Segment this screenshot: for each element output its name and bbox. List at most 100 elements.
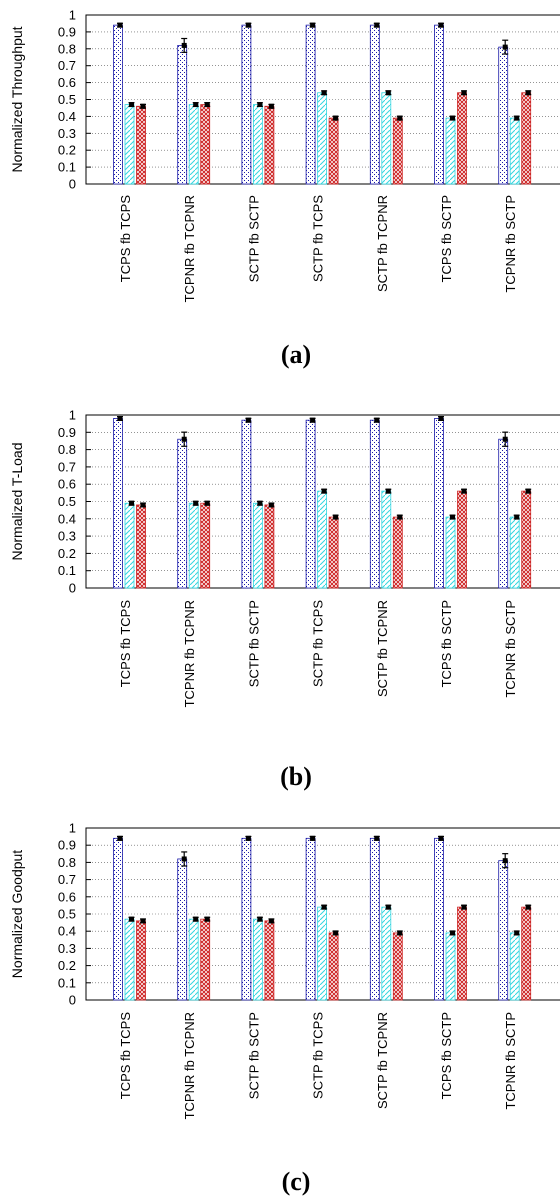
- y-tick-label: 0.5: [58, 92, 76, 107]
- bar-series-2: [381, 906, 392, 1001]
- y-tick-label: 0.7: [58, 459, 76, 474]
- bar-series-3: [264, 504, 275, 589]
- bar-series-1: [113, 418, 123, 589]
- bar-series-3: [200, 502, 211, 589]
- panel-label: (c): [282, 1167, 311, 1196]
- y-axis-label: Normalized Throughput: [9, 26, 25, 172]
- y-tick-label: 0.8: [58, 855, 76, 870]
- y-tick-label: 0.6: [58, 889, 76, 904]
- bar-series-1: [498, 860, 509, 1001]
- y-tick-label: 0.2: [58, 958, 76, 973]
- error-point: [257, 916, 263, 922]
- bar-series-1: [305, 837, 316, 1001]
- error-point: [321, 488, 327, 494]
- y-tick-label: 0.2: [58, 546, 76, 561]
- bar-series-2: [188, 502, 199, 589]
- error-point: [502, 436, 508, 442]
- error-point: [525, 904, 531, 910]
- bar-series-1: [241, 837, 252, 1001]
- x-tick-label: TCPNR fb TCPNR: [182, 195, 197, 302]
- bar-series-1: [113, 837, 123, 1001]
- error-point: [502, 44, 508, 50]
- error-point: [245, 835, 251, 841]
- x-tick-label: SCTP fb TCPNR: [375, 1012, 390, 1109]
- bar-series-2: [445, 117, 456, 185]
- error-point: [321, 90, 327, 96]
- error-point: [257, 500, 263, 506]
- error-point: [461, 904, 467, 910]
- x-tick-label: TCPNR fb TCPNR: [182, 1012, 197, 1119]
- bar-series-3: [328, 117, 339, 185]
- bar-series-1: [498, 46, 509, 185]
- bar-series-3: [136, 920, 146, 1001]
- bar-series-2: [252, 918, 263, 1001]
- error-point: [310, 835, 316, 841]
- bar-series-1: [369, 419, 380, 589]
- error-point: [268, 502, 274, 508]
- chart-panel-2: 0 0.1 0.2 0.3 0.4 0.5 0.6 0.7 0.8 0.9 1 Normalized …: [9, 408, 560, 791]
- y-axis-label: Normalized T-Load: [9, 442, 25, 560]
- bar-series-2: [252, 104, 263, 185]
- bar-series-2: [509, 516, 520, 589]
- bar-series-2: [188, 104, 199, 185]
- bar-series-1: [369, 837, 380, 1001]
- bar-series-3: [457, 490, 467, 589]
- y-tick-label: 0.3: [58, 126, 76, 141]
- y-tick-label: 0.5: [58, 907, 76, 922]
- error-point: [514, 930, 520, 936]
- y-tick-label: 0.3: [58, 941, 76, 956]
- bar-series-2: [124, 104, 135, 185]
- y-tick-label: 0.9: [58, 425, 76, 440]
- error-point: [438, 22, 444, 28]
- x-tick-label: TCPS fb TCPS: [118, 600, 133, 688]
- bar-series-1: [177, 858, 188, 1001]
- error-point: [450, 115, 455, 121]
- bar-series-2: [445, 516, 456, 589]
- error-point: [333, 115, 339, 121]
- x-tick-label: TCPS fb TCPS: [118, 195, 133, 283]
- error-point: [333, 930, 339, 936]
- y-tick-label: 0.5: [58, 494, 76, 509]
- error-point: [397, 115, 403, 121]
- x-tick-label: SCTP fb TCPNR: [375, 195, 390, 292]
- error-point: [129, 916, 134, 922]
- chart-panel-1: 0 0.1 0.2 0.3 0.4 0.5 0.6 0.7 0.8 0.91 Normalized …: [9, 8, 560, 369]
- bar-series-1: [177, 45, 188, 185]
- bar-series-2: [317, 92, 328, 185]
- error-point: [514, 514, 520, 520]
- error-point: [117, 22, 123, 28]
- error-point: [181, 42, 187, 48]
- bar-series-3: [457, 92, 467, 185]
- x-tick-label: TCPNR fb SCTP: [503, 195, 518, 293]
- bar-series-2: [188, 918, 199, 1001]
- error-point: [117, 415, 123, 421]
- error-point: [140, 502, 146, 508]
- x-tick-label: SCTP fb TCPNR: [375, 600, 390, 697]
- bar-series-3: [328, 932, 339, 1001]
- x-tick-label: TCPS fb SCTP: [439, 195, 454, 282]
- bar-series-3: [200, 918, 211, 1001]
- error-point: [333, 514, 339, 520]
- bar-series-1: [177, 438, 188, 589]
- y-tick-label: 0.1: [58, 975, 76, 990]
- panel-label: (a): [281, 340, 311, 369]
- error-point: [461, 90, 467, 96]
- error-point: [385, 488, 391, 494]
- x-tick-label: TCPNR fb SCTP: [503, 600, 518, 698]
- x-tick-label: TCPS fb SCTP: [439, 1012, 454, 1099]
- error-point: [525, 90, 531, 96]
- error-point: [245, 22, 251, 28]
- error-point: [181, 436, 187, 442]
- error-point: [502, 858, 508, 864]
- error-point: [450, 514, 455, 520]
- x-tick-label: SCTP fb SCTP: [246, 600, 261, 687]
- bar-series-2: [317, 490, 328, 589]
- y-tick-label: 0.1: [58, 563, 76, 578]
- x-tick-label: SCTP fb SCTP: [246, 1012, 261, 1099]
- bar-series-2: [252, 502, 263, 589]
- x-tick-label: SCTP fb SCTP: [246, 195, 261, 282]
- bar-series-1: [241, 24, 252, 185]
- y-tick-label: 0.1: [58, 160, 76, 175]
- bar-series-3: [392, 932, 403, 1001]
